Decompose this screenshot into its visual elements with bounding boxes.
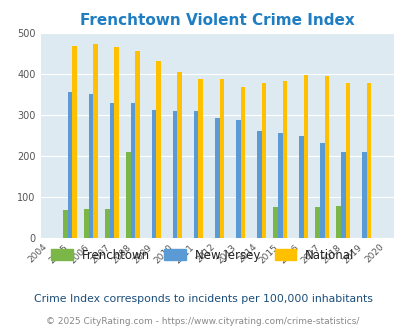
Bar — [214, 118, 219, 238]
Bar — [345, 82, 350, 238]
Bar — [130, 103, 135, 238]
Bar — [151, 110, 156, 238]
Bar — [361, 152, 366, 238]
Bar — [298, 136, 303, 238]
Bar — [93, 44, 98, 238]
Bar — [156, 61, 161, 238]
Bar — [256, 131, 261, 238]
Bar — [340, 152, 345, 238]
Bar — [324, 76, 328, 238]
Bar — [126, 152, 130, 238]
Bar — [319, 144, 324, 238]
Bar — [72, 46, 77, 238]
Bar — [303, 75, 307, 238]
Bar — [135, 51, 140, 238]
Bar — [235, 120, 240, 238]
Bar — [198, 79, 202, 238]
Bar — [219, 79, 224, 238]
Bar — [109, 103, 114, 238]
Text: © 2025 CityRating.com - https://www.cityrating.com/crime-statistics/: © 2025 CityRating.com - https://www.city… — [46, 317, 359, 326]
Bar — [240, 87, 245, 238]
Bar — [89, 94, 93, 238]
Bar — [63, 210, 68, 238]
Bar — [177, 72, 182, 238]
Bar — [273, 207, 277, 238]
Bar — [68, 92, 72, 238]
Bar — [315, 207, 319, 238]
Title: Frenchtown Violent Crime Index: Frenchtown Violent Crime Index — [80, 13, 354, 28]
Bar — [114, 47, 119, 238]
Legend: Frenchtown, New Jersey, National: Frenchtown, New Jersey, National — [47, 244, 358, 266]
Bar — [194, 111, 198, 238]
Bar — [282, 81, 286, 238]
Bar — [173, 111, 177, 238]
Text: Crime Index corresponds to incidents per 100,000 inhabitants: Crime Index corresponds to incidents per… — [34, 294, 371, 304]
Bar — [336, 206, 340, 238]
Bar — [261, 83, 266, 238]
Bar — [277, 133, 282, 238]
Bar — [105, 209, 109, 238]
Bar — [366, 82, 371, 238]
Bar — [84, 209, 89, 238]
